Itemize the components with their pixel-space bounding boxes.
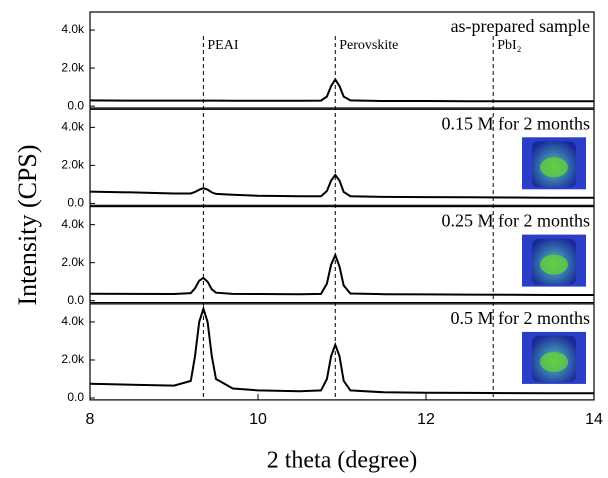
y-tick-label: 2.0k: [61, 352, 85, 366]
x-tick-label: 12: [417, 411, 435, 428]
panel-title: 0.25 M for 2 months: [442, 211, 591, 231]
y-tick-label: 2.0k: [61, 158, 85, 172]
y-tick-label: 4.0k: [61, 22, 85, 36]
data-line: [89, 77, 594, 103]
y-tick-label: 0.0: [67, 98, 84, 112]
y-tick-label: 4.0k: [61, 217, 85, 231]
data-line: [89, 252, 594, 296]
panel-title: 0.15 M for 2 months: [442, 113, 591, 133]
reference-label: PEAI: [207, 38, 238, 53]
panel-frame: [89, 108, 595, 206]
vial-photo: [522, 234, 586, 287]
panel-frame: [89, 303, 595, 401]
panel-frame: [89, 206, 595, 304]
y-tick-label: 2.0k: [61, 60, 85, 74]
y-tick-label: 0.0: [67, 196, 84, 210]
reference-label: PbI₂: [497, 38, 521, 53]
x-axis-label: 2 theta (degree): [267, 448, 418, 474]
vial-photo: [522, 137, 586, 190]
x-tick-label: 8: [86, 411, 95, 428]
y-tick-label: 2.0k: [61, 255, 85, 269]
data-line: [89, 305, 594, 395]
y-tick-label: 4.0k: [61, 314, 85, 328]
y-tick-label: 4.0k: [61, 120, 85, 134]
x-tick-label: 10: [249, 411, 267, 428]
panel-title: as-prepared sample: [451, 16, 590, 36]
data-line: [89, 173, 594, 199]
panel-title: 0.5 M for 2 months: [451, 308, 591, 328]
y-axis-label: Intensity (CPS): [13, 144, 42, 305]
x-tick-label: 14: [585, 411, 603, 428]
reference-label: Perovskite: [339, 38, 398, 53]
panel-frame: [89, 11, 595, 109]
y-tick-label: 0.0: [67, 390, 84, 404]
vial-photo: [522, 331, 586, 384]
y-tick-label: 0.0: [67, 293, 84, 307]
